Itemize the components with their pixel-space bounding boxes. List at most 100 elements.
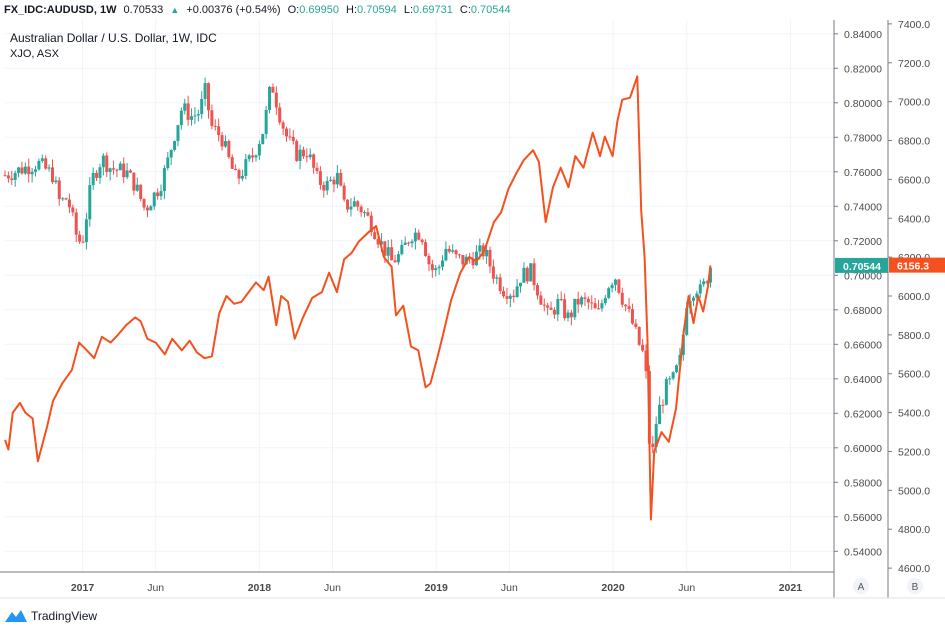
- candle-body: [356, 201, 360, 207]
- candle-body: [675, 365, 679, 373]
- candle-body: [698, 284, 702, 294]
- candle-body: [603, 297, 607, 304]
- candle-body: [325, 180, 329, 191]
- scale-button-label: A: [858, 582, 865, 593]
- price-chart[interactable]: 0.84000 0.82000 0.80000 0.78000 0.76000 0.740…: [0, 0, 945, 606]
- candle-body: [27, 166, 31, 175]
- scale-button-a[interactable]: A: [853, 578, 869, 594]
- candle-body: [125, 170, 129, 178]
- candle-body: [220, 135, 224, 147]
- candle-body: [346, 199, 350, 210]
- candle-body: [505, 296, 509, 299]
- candle-body: [118, 163, 122, 171]
- left-tick-label: 0.82000: [844, 63, 882, 75]
- legend-subtitle: XJO, ASX: [10, 48, 60, 60]
- candle-body: [108, 168, 112, 172]
- candle-body: [529, 263, 533, 282]
- candle-body: [617, 279, 621, 293]
- time-axis: 2017 Jun 2018 Jun 2019 Jun 2020 Jun 2021 A B: [71, 578, 923, 594]
- time-tick-label: 2017: [71, 582, 95, 594]
- candle-body: [396, 254, 400, 263]
- candle-body: [135, 184, 139, 191]
- candle-body: [702, 281, 706, 285]
- low-value: L:0.69731: [403, 4, 453, 16]
- candle-body: [64, 198, 68, 200]
- right-tick-label: 7000.0: [898, 97, 930, 109]
- left-tick-label: 0.76000: [844, 167, 882, 179]
- candle-body: [196, 114, 200, 116]
- candle-body: [81, 241, 85, 243]
- candle-body: [566, 312, 570, 319]
- candle-body: [237, 170, 241, 179]
- candle-body: [78, 234, 82, 242]
- candle-body: [430, 264, 434, 271]
- candle-body: [403, 242, 407, 245]
- candle-body: [485, 249, 489, 257]
- candle-body: [139, 184, 143, 199]
- candle-body: [84, 219, 88, 243]
- candle-body: [705, 281, 709, 283]
- candle-body: [145, 207, 149, 211]
- candle-body: [546, 305, 550, 308]
- candle-body: [474, 251, 478, 266]
- candle-body: [91, 172, 95, 186]
- candle-body: [301, 149, 305, 157]
- candle-body: [50, 167, 54, 183]
- candle-body: [95, 172, 99, 178]
- candle-body: [57, 180, 61, 200]
- xjo-line: [4, 75, 712, 521]
- right-tick-label: 6400.0: [898, 213, 930, 225]
- candle-body: [495, 277, 499, 279]
- candle-body: [278, 107, 282, 123]
- candle-body: [173, 141, 177, 150]
- candle-body: [610, 284, 614, 289]
- candle-body: [274, 92, 278, 108]
- candle-body: [186, 103, 190, 120]
- candle-body: [23, 166, 27, 174]
- candle-body: [54, 180, 58, 183]
- candle-body: [213, 126, 217, 128]
- right-tick-label: 5200.0: [898, 446, 930, 458]
- candle-body: [247, 155, 251, 160]
- candle-body: [132, 172, 136, 191]
- brand-footer[interactable]: TradingView: [4, 606, 97, 626]
- candle-body: [641, 344, 645, 351]
- candle-body: [447, 248, 451, 252]
- time-tick-label: 2020: [601, 582, 625, 594]
- time-tick-label: Jun: [324, 582, 341, 594]
- time-tick-label: 2018: [248, 582, 272, 594]
- close-value: C:0.70544: [459, 4, 511, 16]
- candle-body: [444, 248, 448, 261]
- candle-body: [34, 169, 38, 172]
- scale-button-bg: [853, 578, 869, 594]
- candle-body: [217, 126, 221, 136]
- scale-button-b[interactable]: B: [907, 578, 923, 594]
- axis-background: [834, 0, 945, 606]
- candle-body: [244, 159, 248, 176]
- candle-body: [685, 308, 689, 335]
- candle-body: [393, 260, 397, 263]
- candle-body: [315, 167, 319, 172]
- candle-body: [434, 268, 438, 271]
- candle-body: [590, 302, 594, 304]
- candle-body: [318, 171, 322, 185]
- candle-body: [285, 128, 289, 137]
- candle-body: [61, 198, 65, 200]
- candle-body: [410, 241, 414, 244]
- candle-body: [3, 175, 7, 177]
- candle-body: [379, 241, 383, 245]
- candle-body: [74, 212, 78, 235]
- time-tick-label: Jun: [678, 582, 695, 594]
- candle-body: [708, 267, 712, 283]
- candle-body: [373, 232, 377, 240]
- xjo-last-label: 6156.3: [897, 261, 929, 273]
- candle-body: [637, 326, 641, 345]
- candle-body: [98, 167, 102, 178]
- right-tick-label: 6800.0: [898, 136, 930, 148]
- candle-body: [332, 179, 336, 185]
- candle-body: [71, 207, 75, 213]
- candle-body: [193, 115, 197, 117]
- candle-body: [166, 157, 170, 169]
- candle-body: [210, 110, 214, 127]
- symbol-name[interactable]: FX_IDC:AUDUSD, 1W: [4, 4, 117, 16]
